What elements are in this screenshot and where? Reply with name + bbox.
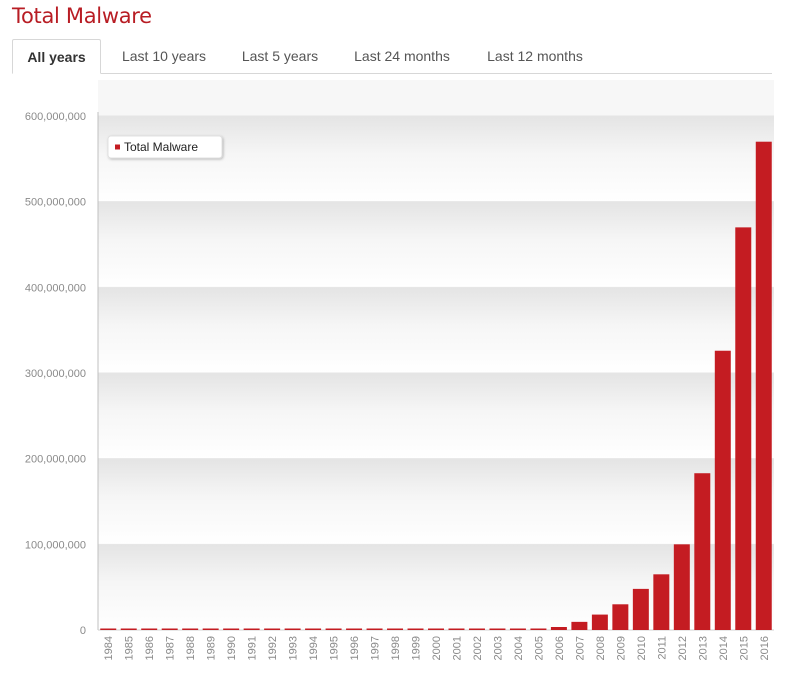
x-tick-label: 1999 bbox=[411, 636, 423, 660]
bar-2006 bbox=[550, 627, 567, 630]
tab-last-5-years[interactable]: Last 5 years bbox=[241, 47, 319, 64]
bar-2016 bbox=[755, 141, 772, 630]
x-tick-label: 2014 bbox=[718, 636, 730, 660]
x-tick-label: 1986 bbox=[144, 636, 156, 660]
chart-container: 0 100,000,000 200,000,000 300,000,000 400,00… bbox=[0, 80, 788, 681]
y-tick-label: 300,000,000 bbox=[25, 368, 86, 380]
bar-1999 bbox=[407, 628, 424, 630]
x-tick-label: 1998 bbox=[390, 636, 402, 660]
legend-label: Total Malware bbox=[124, 140, 198, 154]
y-tick-label: 0 bbox=[80, 625, 86, 637]
bar-1993 bbox=[284, 628, 301, 630]
bar-2004 bbox=[509, 628, 526, 630]
x-tick-label: 2010 bbox=[636, 636, 648, 660]
x-tick-label: 1996 bbox=[349, 636, 361, 660]
legend-swatch bbox=[115, 144, 120, 150]
x-tick-label: 2009 bbox=[615, 636, 627, 660]
y-tick-label: 100,000,000 bbox=[25, 539, 86, 551]
x-tick-label: 2013 bbox=[697, 636, 709, 660]
bar-2000 bbox=[428, 628, 444, 630]
bar-1984 bbox=[100, 628, 117, 630]
x-tick-label: 2008 bbox=[595, 636, 607, 660]
page-title: Total Malware bbox=[12, 4, 152, 28]
x-tick-label: 2016 bbox=[759, 636, 771, 660]
tab-last-24-months[interactable]: Last 24 months bbox=[354, 47, 450, 64]
tab-last-12-months[interactable]: Last 12 months bbox=[487, 47, 583, 64]
x-tick-label: 2005 bbox=[533, 636, 545, 660]
x-tick-label: 1985 bbox=[124, 636, 136, 660]
y-tick-label: 500,000,000 bbox=[25, 197, 86, 209]
x-tick-label: 2011 bbox=[656, 636, 668, 660]
bar-1990 bbox=[223, 628, 240, 630]
x-tick-label: 2003 bbox=[492, 636, 504, 660]
bar-2001 bbox=[448, 628, 465, 630]
bar-2013 bbox=[694, 473, 711, 630]
legend: Total Malware bbox=[107, 135, 223, 159]
x-tick-label: 1993 bbox=[288, 636, 300, 660]
bar-1987 bbox=[161, 628, 178, 630]
grid-band bbox=[98, 544, 774, 630]
x-tick-label: 1988 bbox=[185, 636, 197, 660]
x-tick-label: 1994 bbox=[308, 636, 320, 660]
x-tick-label: 1995 bbox=[329, 636, 341, 660]
legend-box bbox=[107, 135, 223, 159]
bar-1992 bbox=[264, 628, 281, 630]
x-tick-label: 1984 bbox=[103, 636, 115, 660]
x-tick-label: 2001 bbox=[451, 636, 463, 660]
bar-2014 bbox=[714, 350, 731, 630]
x-tick-label: 1992 bbox=[267, 636, 279, 660]
bar-1985 bbox=[120, 628, 137, 630]
x-tick-label: 1989 bbox=[206, 636, 218, 660]
bar-2012 bbox=[673, 544, 690, 630]
x-tick-label: 2015 bbox=[738, 636, 750, 660]
x-tick-label: 1987 bbox=[165, 636, 177, 660]
bar-2011 bbox=[653, 574, 670, 630]
bar-2005 bbox=[530, 628, 547, 630]
y-tick-label: 200,000,000 bbox=[25, 454, 86, 466]
tab-last-10-years[interactable]: Last 10 years bbox=[121, 47, 207, 64]
grid-band bbox=[98, 201, 774, 288]
grid-band bbox=[98, 373, 774, 459]
bar-chart: 0 100,000,000 200,000,000 300,000,000 400,00… bbox=[25, 80, 774, 660]
x-tick-label: 2012 bbox=[677, 636, 689, 660]
bar-1997 bbox=[366, 628, 383, 630]
x-tick-label: 2002 bbox=[472, 636, 484, 660]
bar-1996 bbox=[346, 628, 363, 630]
grid-band bbox=[98, 458, 774, 545]
bar-1988 bbox=[182, 628, 199, 630]
grid-band bbox=[98, 116, 774, 202]
range-tabs: All years Last 10 years Last 5 years Las… bbox=[12, 39, 772, 74]
bar-2008 bbox=[591, 614, 608, 630]
x-tick-label: 2007 bbox=[574, 636, 586, 660]
bar-2002 bbox=[468, 628, 485, 630]
y-tick-label: 400,000,000 bbox=[25, 282, 86, 294]
x-tick-label: 1991 bbox=[247, 636, 259, 660]
plot-top-band bbox=[98, 80, 774, 116]
x-tick-label: 1990 bbox=[226, 636, 238, 660]
y-tick-label: 600,000,000 bbox=[25, 111, 86, 123]
tab-all-years[interactable]: All years bbox=[12, 39, 101, 74]
bar-2007 bbox=[571, 621, 588, 630]
x-tick-label: 1997 bbox=[370, 636, 382, 660]
x-tick-label: 2000 bbox=[431, 636, 443, 660]
grid-band bbox=[98, 287, 774, 373]
bar-1995 bbox=[325, 628, 342, 630]
bar-1986 bbox=[141, 628, 158, 630]
bar-2010 bbox=[632, 588, 649, 630]
x-tick-label: 2006 bbox=[554, 636, 566, 660]
bar-2003 bbox=[489, 628, 506, 630]
bar-1998 bbox=[387, 628, 404, 630]
bar-1989 bbox=[202, 628, 219, 630]
bar-1991 bbox=[243, 628, 260, 630]
bar-2009 bbox=[612, 604, 629, 630]
x-tick-label: 2004 bbox=[513, 636, 525, 660]
bar-2015 bbox=[735, 227, 752, 630]
bar-1994 bbox=[305, 628, 322, 630]
